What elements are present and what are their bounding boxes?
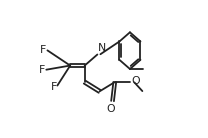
Text: O: O — [107, 104, 115, 114]
Text: F: F — [39, 65, 45, 75]
Text: F: F — [50, 82, 57, 92]
Text: O: O — [131, 76, 140, 86]
Text: F: F — [40, 45, 46, 55]
Text: N: N — [98, 43, 106, 53]
